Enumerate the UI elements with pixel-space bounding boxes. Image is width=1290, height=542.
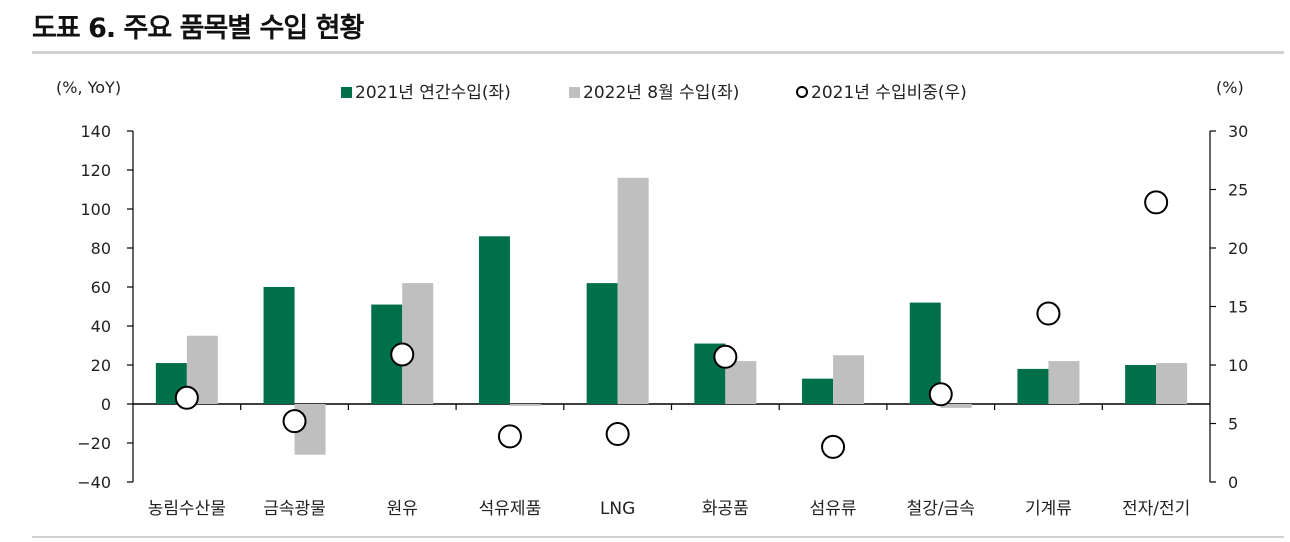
legend-label: 2021년 수입비중(우) [811,83,967,103]
right-tick-label: 10 [1228,356,1248,375]
category-label: 화공품 [702,499,749,519]
bar-annual-2021 [263,287,295,404]
bar-aug-2022 [1048,361,1080,404]
bar-aug-2022 [1156,363,1188,404]
title-divider [32,51,1284,54]
legend-label: 2021년 연간수입(좌) [355,83,511,103]
share-marker [713,344,738,369]
legend-swatch [341,87,352,98]
bars [155,177,1188,455]
share-marker [1144,190,1169,215]
category-labels: 농림수산물 금속광물 원유 석유제품 LNG 화공품 섬유류 철강/금속 기계류 전자/전기 [148,499,1191,519]
left-tick-label: 20 [91,356,111,375]
share-marker [821,434,846,459]
legend-marker [796,86,808,98]
bottom-divider [32,536,1284,538]
left-tick-label: −40 [77,473,111,492]
share-marker [390,342,415,367]
category-label: 원유 [387,499,418,519]
bar-aug-2022 [617,177,649,404]
legend-swatch [569,87,580,98]
category-label: 농림수산물 [148,499,226,519]
right-tick-label: 25 [1228,181,1248,200]
bar-aug-2022 [833,355,865,404]
bar-aug-2022 [402,283,434,404]
category-label: 섬유류 [810,499,857,519]
bar-aug-2022 [725,361,757,404]
right-tick-label: 0 [1228,473,1238,492]
category-label: 금속광물 [263,499,326,519]
left-tick-label: −20 [77,434,111,453]
left-tick-label: 40 [91,317,111,336]
share-marker [1036,301,1061,326]
left-tick-label: 60 [91,278,111,297]
category-label: 기계류 [1025,499,1072,519]
bar-aug-2022 [509,404,541,406]
left-tick-label: 100 [80,200,111,219]
legend-label: 2022년 8월 수입(좌) [583,83,739,103]
bar-annual-2021 [586,283,618,404]
left-tick-label: 140 [80,122,111,141]
bar-annual-2021 [478,236,510,404]
share-marker [174,385,199,410]
right-tick-label: 30 [1228,122,1248,141]
bar-annual-2021 [1017,368,1049,404]
bar-aug-2022 [940,404,972,408]
chart-title: 도표 6. 주요 품목별 수입 현황 [32,13,364,44]
left-tick-label: 0 [101,395,111,414]
right-tick-label: 15 [1228,298,1248,317]
bar-annual-2021 [802,378,834,404]
share-marker [497,424,522,449]
share-marker [605,422,630,447]
right-axis-unit: (%) [1216,78,1244,97]
legend: 2021년 연간수입(좌) 2022년 8월 수입(좌) 2021년 수입비중(우) [341,83,967,103]
right-tick-label: 5 [1228,415,1238,434]
category-label: LNG [600,499,635,519]
category-label: 철강/금속 [907,499,975,519]
share-marker [282,409,307,434]
left-tick-label: 80 [91,239,111,258]
axes: −40 −20 0 20 40 60 80 100 120 140 0 5 10 15 20 25 30 [77,122,1248,492]
bar-annual-2021 [1125,365,1157,404]
left-axis-unit: (%, YoY) [56,78,121,97]
category-label: 전자/전기 [1122,499,1190,519]
right-tick-label: 20 [1228,239,1248,258]
markers [174,190,1169,459]
left-tick-label: 120 [80,161,111,180]
category-label: 석유제품 [479,499,542,519]
share-marker [928,382,953,407]
